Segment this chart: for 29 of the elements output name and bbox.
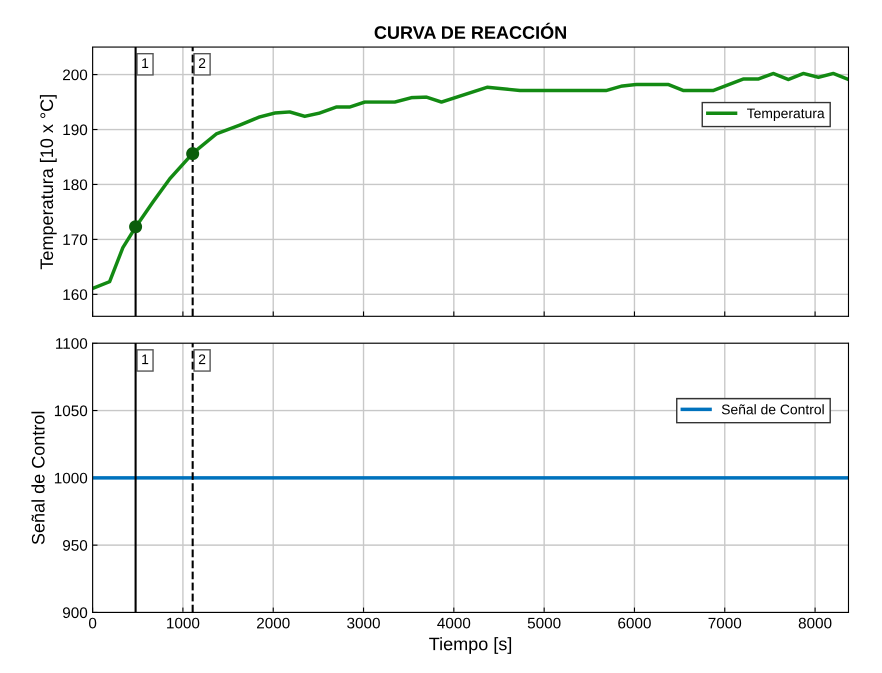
y-axis-title: Temperatura [10 x °C] bbox=[40, 95, 57, 270]
x-axis-title: Tiempo [s] bbox=[429, 637, 512, 654]
legend-label: Señal de Control bbox=[722, 404, 824, 414]
y-tick-label: 160 bbox=[63, 289, 88, 300]
x-tick-label: 2000 bbox=[257, 618, 290, 629]
y-tick-label: 180 bbox=[63, 179, 88, 190]
y-tick-label: 1050 bbox=[54, 405, 88, 416]
x-tick-label: 8000 bbox=[798, 618, 832, 629]
annotation: 2 bbox=[198, 58, 206, 68]
y-tick-label: 170 bbox=[63, 234, 88, 246]
y-tick-label: 900 bbox=[62, 607, 88, 618]
x-tick-label: 5000 bbox=[528, 618, 561, 629]
y-tick-label: 200 bbox=[63, 69, 88, 80]
y-tick-label: 1000 bbox=[54, 472, 88, 484]
annotation: 1 bbox=[142, 354, 148, 364]
x-tick-label: 0 bbox=[88, 618, 96, 629]
x-tick-label: 7000 bbox=[708, 618, 742, 629]
y-tick-label: 190 bbox=[63, 124, 88, 136]
annotation: 1 bbox=[142, 58, 148, 68]
x-tick-label: 6000 bbox=[618, 618, 651, 629]
y-axis-title: Señal de Control bbox=[31, 412, 45, 544]
y-tick-label: 1100 bbox=[56, 338, 88, 349]
x-tick-label: 3000 bbox=[347, 618, 380, 629]
x-tick-label: 4000 bbox=[437, 618, 470, 629]
annotation: 2 bbox=[198, 354, 206, 364]
chart-title: CURVA DE REACCIÓN bbox=[374, 22, 566, 39]
x-tick-label: 1000 bbox=[167, 618, 200, 629]
legend-label: Temperatura bbox=[747, 108, 825, 122]
y-tick-label: 950 bbox=[62, 540, 88, 551]
